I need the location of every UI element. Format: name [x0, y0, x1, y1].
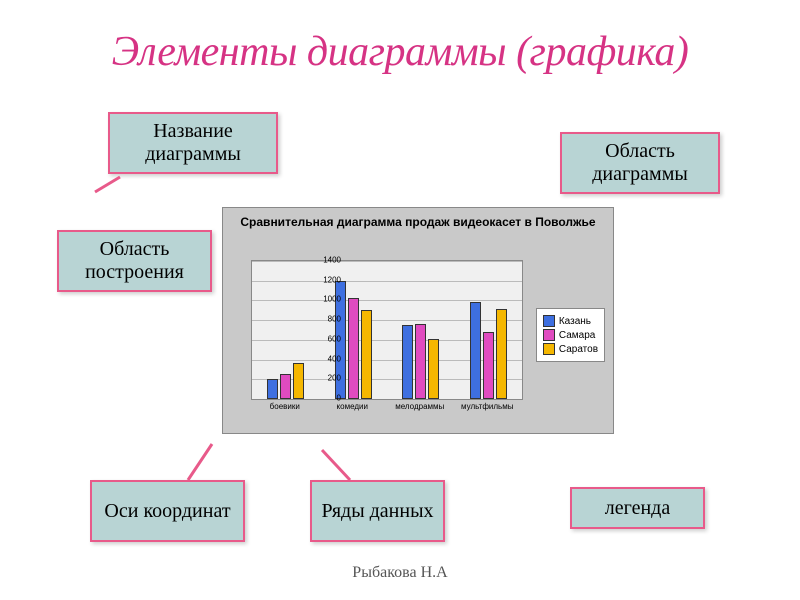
chart-legend: Казань Самара Саратов: [536, 308, 605, 362]
legend-swatch: [543, 343, 555, 355]
legend-swatch: [543, 315, 555, 327]
chart-title: Сравнительная диаграмма продаж видеокасе…: [223, 214, 613, 230]
data-bar: [267, 379, 278, 399]
label-data-series: Ряды данных: [310, 480, 445, 542]
data-bar: [470, 302, 481, 399]
legend-item: Саратов: [543, 343, 598, 355]
gridline: [252, 320, 522, 321]
author-credit: Рыбакова Н.А: [352, 564, 447, 582]
x-axis-label: боевики: [270, 402, 300, 411]
page-title: Элементы диаграммы (графика): [112, 28, 689, 76]
y-tick-label: 1400: [317, 256, 341, 265]
label-text: Название диаграммы: [118, 120, 268, 166]
legend-label: Саратов: [559, 344, 598, 355]
y-tick-label: 1200: [317, 275, 341, 284]
y-tick-label: 600: [317, 334, 341, 343]
data-bar: [483, 332, 494, 399]
x-axis-label: мелодраммы: [395, 402, 444, 411]
label-legend: легенда: [570, 487, 705, 529]
legend-item: Казань: [543, 315, 598, 327]
label-text: Область диаграммы: [570, 140, 710, 186]
legend-swatch: [543, 329, 555, 341]
gridline: [252, 261, 522, 262]
chart-area: Сравнительная диаграмма продаж видеокасе…: [222, 207, 614, 434]
data-bar: [428, 339, 439, 399]
label-text: легенда: [605, 497, 670, 520]
gridline: [252, 300, 522, 301]
data-bar: [280, 374, 291, 399]
data-bar: [348, 298, 359, 399]
gridline: [252, 281, 522, 282]
gridline: [252, 340, 522, 341]
gridline: [252, 360, 522, 361]
label-plot-area: Область построения: [57, 230, 212, 292]
label-axes: Оси координат: [90, 480, 245, 542]
legend-label: Самара: [559, 330, 595, 341]
y-tick-label: 1000: [317, 295, 341, 304]
label-text: Оси координат: [104, 500, 230, 523]
y-tick-label: 400: [317, 354, 341, 363]
y-tick-label: 200: [317, 374, 341, 383]
data-bar: [361, 310, 372, 399]
legend-label: Казань: [559, 316, 591, 327]
data-bar: [402, 325, 413, 399]
data-bar: [293, 363, 304, 399]
label-chart-area: Область диаграммы: [560, 132, 720, 194]
x-axis-label: мультфильмы: [461, 402, 513, 411]
y-tick-label: 800: [317, 315, 341, 324]
data-bar: [496, 309, 507, 399]
x-axis-label: комедии: [337, 402, 368, 411]
label-chart-title: Название диаграммы: [108, 112, 278, 174]
legend-item: Самара: [543, 329, 598, 341]
label-text: Область построения: [67, 238, 202, 284]
plot-area: [251, 260, 523, 400]
data-bar: [415, 324, 426, 399]
label-text: Ряды данных: [321, 500, 433, 523]
